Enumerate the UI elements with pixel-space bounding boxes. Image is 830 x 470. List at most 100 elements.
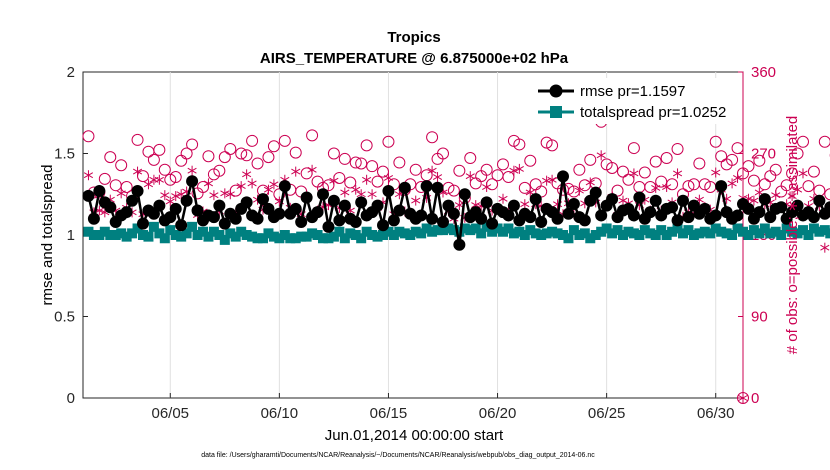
obs-possible-point — [747, 174, 760, 187]
rmse-point — [257, 193, 269, 206]
obs-possible-point — [147, 153, 160, 166]
obs-possible-point — [349, 156, 362, 169]
obs-possible-point — [698, 178, 711, 191]
obs-possible-point — [186, 138, 199, 151]
totalspread-point — [825, 228, 830, 239]
obs-assimilated-point — [263, 184, 274, 195]
obs-assimilated-point — [585, 177, 595, 188]
obs-possible-point — [649, 155, 662, 168]
obs-assimilated-point — [432, 172, 443, 183]
rmse-point — [589, 186, 602, 199]
rmse-point — [186, 175, 199, 188]
obs-possible-point — [453, 164, 466, 177]
obs-assimilated-point — [236, 181, 246, 192]
rmse-point — [207, 211, 220, 224]
obs-assimilated-point — [171, 191, 181, 202]
totalspread-point — [323, 233, 334, 244]
rmse-point — [240, 196, 253, 209]
totalspread-point — [498, 226, 508, 237]
obs-possible-point — [98, 172, 111, 185]
obs-possible-point — [731, 142, 744, 155]
rmse-point — [486, 217, 499, 230]
y-left-tick-label: 1.5 — [54, 146, 75, 163]
rmse-point — [824, 201, 830, 214]
obs-assimilated-point — [738, 393, 748, 403]
obs-possible-point — [218, 151, 231, 164]
y-left-axis: 0 0.5 1 1.5 2 — [54, 64, 88, 407]
totalspread-point — [634, 230, 645, 240]
obs-possible-point — [769, 163, 782, 176]
rmse-point — [382, 184, 395, 197]
rmse-point — [677, 194, 689, 207]
rmse-point — [387, 214, 400, 227]
obs-assimilated-point — [820, 242, 830, 253]
totalspread-point — [656, 225, 667, 236]
rmse-point — [644, 206, 657, 219]
obs-possible-point — [824, 188, 830, 201]
obs-assimilated-point — [596, 150, 606, 161]
rmse-point — [524, 211, 537, 224]
obs-assimilated-point — [187, 165, 197, 176]
totalspread-point — [258, 233, 268, 244]
rmse-point — [578, 214, 591, 227]
obs-assimilated-point — [209, 190, 219, 201]
obs-possible-point — [278, 134, 291, 147]
totalspread-point — [285, 233, 296, 244]
rmse-point — [87, 212, 100, 225]
obs-possible-point — [502, 171, 515, 184]
obs-possible-point — [802, 180, 815, 193]
totalspread-point — [236, 226, 247, 237]
y-right-tick-label: 90 — [751, 309, 768, 326]
x-tick-label: 06/25 — [588, 405, 626, 422]
obs-possible-point — [366, 160, 379, 173]
rmse-point — [535, 215, 548, 228]
totalspread-point — [721, 228, 732, 239]
obs-possible-point — [235, 147, 248, 160]
totalspread-point — [345, 228, 356, 239]
obs-assimilated-point — [662, 182, 672, 193]
totalspread-point — [819, 225, 830, 236]
totalspread-point — [628, 228, 639, 239]
totalspread-point — [738, 226, 748, 237]
obs-assimilated-point — [247, 178, 257, 189]
obs-assimilated-point — [351, 184, 361, 195]
obs-assimilated-point — [203, 178, 214, 189]
obs-possible-point — [660, 152, 673, 165]
obs-possible-point — [753, 154, 766, 167]
totalspread-point — [547, 226, 558, 237]
totalspread-point — [508, 228, 519, 239]
rmse-point — [753, 206, 766, 219]
rmse-point — [273, 207, 286, 220]
chart-title: Tropics — [387, 29, 440, 46]
totalspread-point — [154, 228, 165, 239]
rmse-point — [137, 217, 149, 230]
totalspread-point — [448, 225, 459, 236]
obs-assimilated-point — [291, 166, 301, 177]
obs-possible-point — [758, 178, 771, 191]
totalspread-point — [688, 230, 699, 240]
rmse-point — [415, 209, 428, 222]
totalspread-point — [198, 226, 208, 237]
obs-assimilated-point — [411, 195, 421, 206]
obs-possible-point — [737, 392, 749, 404]
totalspread-point — [798, 225, 808, 236]
rmse-point — [627, 209, 640, 222]
totalspread-point — [683, 225, 694, 236]
obs-assimilated-point — [242, 169, 252, 180]
legend-spread-label: totalspread pr=1.0252 — [580, 104, 726, 121]
totalspread-point — [776, 230, 787, 240]
totalspread-point — [536, 230, 547, 240]
obs-possible-point — [818, 135, 830, 148]
totalspread-point — [127, 228, 138, 239]
obs-possible-point — [355, 157, 368, 170]
totalspread-point — [601, 223, 612, 234]
rmse-point — [475, 212, 488, 225]
rmse-point — [671, 214, 684, 227]
rmse-point — [606, 193, 619, 206]
totalspread-point — [585, 233, 596, 244]
totalspread-point — [208, 226, 219, 237]
totalspread-point — [645, 228, 656, 239]
obs-possible-point — [682, 180, 695, 193]
rmse-point — [529, 193, 542, 206]
obs-possible-point — [693, 157, 706, 170]
